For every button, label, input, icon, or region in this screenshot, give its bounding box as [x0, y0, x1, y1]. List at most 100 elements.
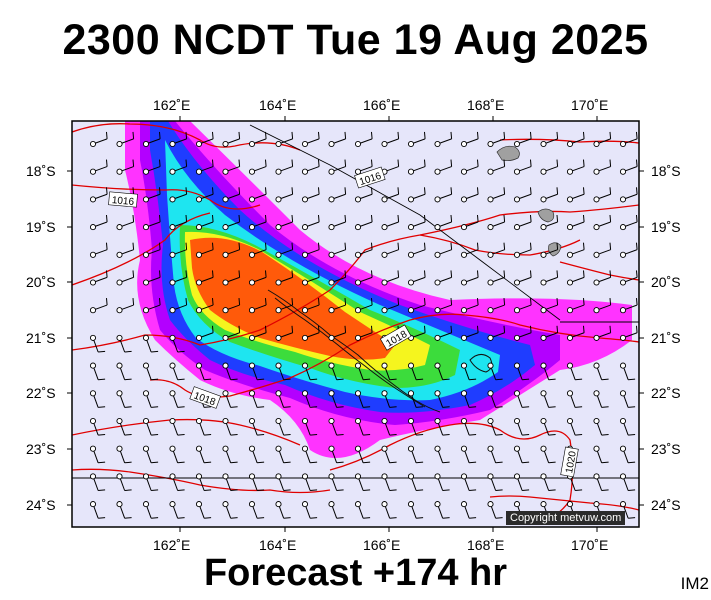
wind-barb [619, 270, 638, 286]
wind-barb [513, 187, 532, 203]
map-title: 2300 NCDT Tue 19 Aug 2025 [62, 16, 649, 64]
wind-barb [407, 214, 426, 231]
wind-barb [89, 473, 106, 491]
wind-barb [142, 473, 159, 491]
wind-barb [593, 445, 609, 464]
wind-barb [89, 270, 108, 286]
wind-barb [434, 390, 450, 408]
wind-barb [381, 131, 400, 148]
wind-barb [619, 417, 636, 436]
wind-barb [593, 159, 612, 175]
lat-tick-left: 21˚S [26, 330, 56, 346]
wind-barb [619, 325, 638, 341]
wind-barb [540, 159, 559, 175]
wind-barb [248, 325, 267, 341]
wind-barb [222, 298, 241, 314]
wind-barb [381, 187, 400, 203]
wind-barb [593, 362, 609, 381]
wind-barb [593, 131, 612, 148]
wind-barb [354, 270, 373, 286]
wind-barb [89, 445, 106, 464]
wind-barb [195, 242, 214, 258]
wind-barb [434, 325, 453, 341]
wind-barb [275, 159, 294, 175]
wind-barb [328, 362, 344, 381]
wind-barb [328, 417, 344, 436]
lat-tick-right: 24˚S [651, 497, 681, 513]
wind-barb [275, 131, 294, 148]
wind-barb [248, 214, 267, 231]
wind-barb [354, 214, 373, 231]
wind-barb [593, 187, 612, 203]
wind-barb [116, 362, 132, 381]
isobar-label: 1020 [564, 450, 579, 474]
wind-barb [434, 417, 450, 436]
lon-tick-bottom: 164˚E [259, 537, 297, 553]
wind-barb [566, 159, 585, 175]
wind-barb [540, 242, 559, 258]
wind-barb [142, 362, 159, 381]
lat-tick-left: 22˚S [26, 385, 56, 401]
forecast-label: Forecast +174 hr [203, 552, 508, 594]
lon-tick-bottom: 168˚E [467, 537, 505, 553]
wind-barb [248, 362, 265, 381]
wind-barb [301, 473, 318, 491]
wind-barb [195, 362, 212, 381]
wind-barb [407, 362, 424, 381]
wind-barb [142, 159, 161, 175]
wind-barb [513, 131, 532, 148]
wind-barb [222, 417, 238, 436]
wind-barb [222, 214, 241, 231]
wind-barb [89, 214, 108, 231]
wind-barb [301, 417, 318, 436]
wind-barb [275, 501, 291, 519]
wind-barb [328, 270, 347, 286]
wind-barb [354, 501, 371, 519]
wind-barb [513, 362, 530, 381]
wind-barb [460, 159, 479, 175]
wind-barb [301, 242, 320, 258]
axis-ticks [67, 116, 644, 532]
wind-barb [434, 501, 450, 519]
wind-barb [195, 131, 214, 148]
wind-barb [354, 417, 371, 436]
wind-barb [460, 214, 479, 231]
wind-barb [89, 242, 108, 258]
wind-barb [195, 214, 214, 231]
lon-tick-bottom: 170˚E [571, 537, 609, 553]
wind-barb [222, 242, 241, 258]
wind-barb [116, 298, 135, 314]
wind-barb [434, 473, 450, 491]
wind-barb [513, 159, 532, 175]
island-vanuatu-south [548, 242, 562, 257]
wind-barb [169, 131, 188, 148]
wind-barb [116, 445, 132, 464]
wind-barb [169, 445, 185, 464]
wind-barb [566, 242, 585, 258]
wind-barb [487, 473, 503, 491]
wind-barb [513, 242, 532, 258]
wind-barb [619, 242, 638, 258]
wind-barb [301, 159, 320, 175]
wind-barb [593, 417, 609, 436]
wind-barb [487, 242, 506, 258]
wind-barb [354, 362, 371, 381]
wind-barb [116, 270, 135, 286]
wind-barb [169, 473, 185, 491]
lon-tick-bottom: 162˚E [153, 537, 191, 553]
wind-barb [487, 187, 506, 203]
wind-barb [275, 473, 291, 491]
lat-tick-left: 24˚S [26, 497, 56, 513]
wind-barb [513, 473, 530, 491]
wind-barb [460, 131, 479, 148]
wind-barb [513, 298, 532, 314]
wind-barb [275, 214, 294, 231]
wind-barb [301, 214, 320, 231]
wind-barb [222, 390, 238, 408]
wind-barb [275, 417, 291, 436]
wind-barb [513, 417, 530, 436]
wind-barb [619, 501, 636, 519]
island-vanuatu-mid [537, 208, 555, 223]
wind-barb [328, 390, 344, 408]
